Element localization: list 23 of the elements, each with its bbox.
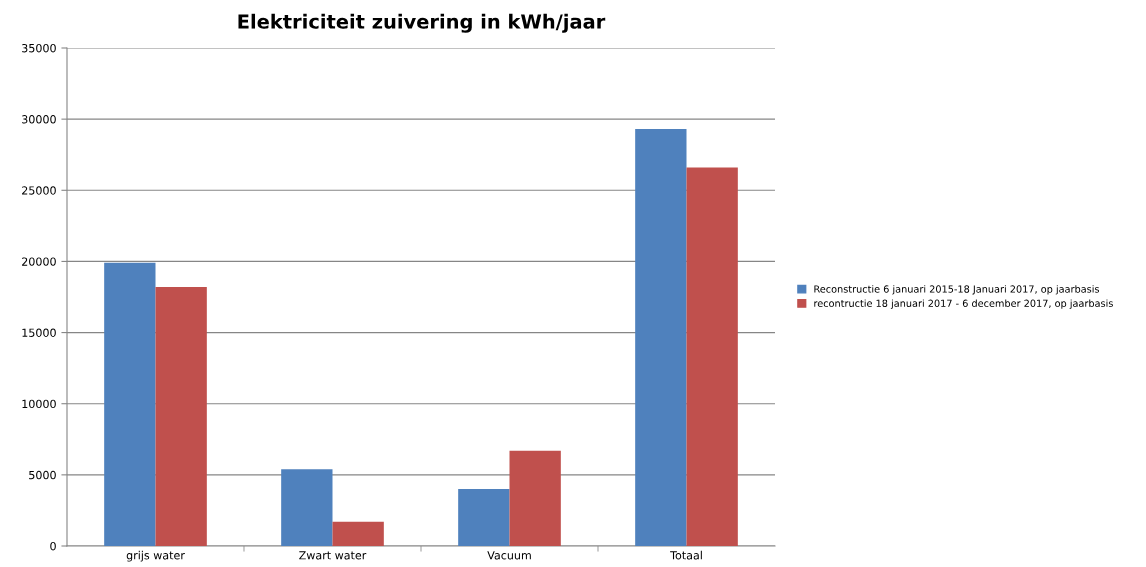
y-tick-label: 30000	[22, 115, 56, 124]
bar	[104, 262, 156, 546]
bar	[281, 469, 333, 546]
x-tick-label: grijs water	[126, 550, 185, 562]
y-tick-label: 20000	[22, 257, 56, 266]
x-tick-label: Totaal	[670, 550, 702, 560]
bar	[155, 287, 207, 546]
y-tick-label: 35000	[22, 43, 56, 53]
y-tick-label: 25000	[22, 186, 56, 195]
y-tick-label: 5000	[29, 470, 56, 480]
chart-title: Elektriciteit zuivering in kWh/jaar	[238, 13, 606, 33]
legend-label: recontructie 18 januari 2017 - 6 december 2017, op jaarbasis	[814, 299, 1113, 309]
x-tick-label: Zwart water	[299, 551, 367, 560]
bar	[509, 450, 561, 546]
y-tick-label: 15000	[22, 328, 56, 337]
bar	[635, 129, 687, 546]
legend-label: Reconstructie 6 januari 2015-18 Januari 2017, op jaarbasis	[814, 285, 1100, 295]
y-tick-label: 0	[50, 541, 56, 551]
x-tick-label: Vacuum	[487, 551, 531, 560]
bar	[332, 521, 384, 546]
bar	[686, 167, 738, 546]
y-tick-label: 10000	[22, 399, 56, 409]
bar	[458, 489, 510, 546]
